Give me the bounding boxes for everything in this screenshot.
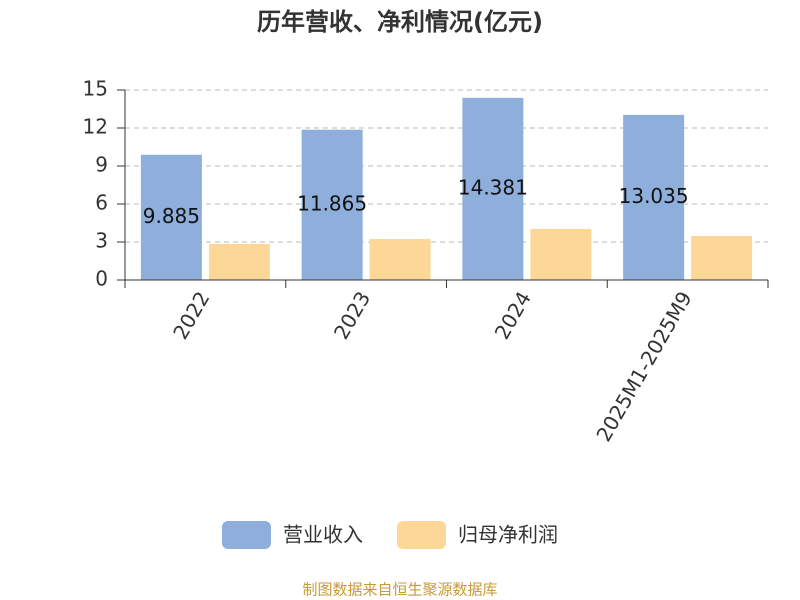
bar — [301, 129, 363, 280]
x-tick-label: 2024 — [490, 287, 536, 343]
x-tick-label: 2025M1-2025M9 — [591, 287, 696, 445]
x-tick-label: 2023 — [329, 287, 375, 343]
y-tick-label: 9 — [95, 153, 108, 177]
bar — [140, 154, 202, 280]
data-label: 13.035 — [619, 184, 689, 208]
y-tick-label: 3 — [95, 229, 108, 253]
data-label: 14.381 — [458, 175, 528, 199]
y-tick-label: 6 — [95, 191, 108, 215]
data-label: 9.885 — [143, 204, 200, 228]
bar — [369, 238, 431, 280]
x-tick-label: 2022 — [168, 287, 214, 343]
y-tick-label: 15 — [83, 77, 108, 101]
legend-swatch — [397, 521, 446, 549]
legend-label: 营业收入 — [283, 523, 363, 547]
y-tick-label: 12 — [83, 115, 108, 139]
bar — [623, 114, 685, 280]
y-tick-label: 0 — [95, 267, 108, 291]
source-note: 制图数据来自恒生聚源数据库 — [302, 581, 497, 599]
data-label: 11.865 — [297, 191, 367, 215]
bar — [530, 228, 592, 280]
bar — [208, 244, 270, 280]
chart-title: 历年营收、净利情况(亿元) — [257, 8, 543, 36]
bar — [462, 97, 524, 280]
legend-label: 归母净利润 — [458, 523, 558, 547]
legend-swatch — [222, 521, 271, 549]
bar — [691, 236, 753, 280]
